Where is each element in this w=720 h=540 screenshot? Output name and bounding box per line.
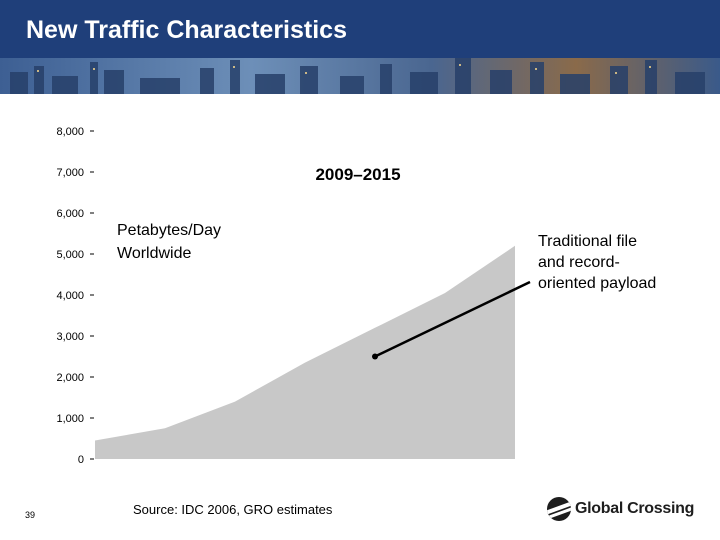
y-tick-label: 7,000 xyxy=(56,167,84,179)
city-skyline-image xyxy=(0,58,720,94)
y-axis-label-line-1: Petabytes/Day xyxy=(117,222,221,239)
y-tick-label: 1,000 xyxy=(56,413,84,425)
slide-number: 39 xyxy=(25,510,36,520)
source-note: Source: IDC 2006, GRO estimates xyxy=(133,502,333,517)
y-axis-label-line-2: Worldwide xyxy=(117,245,192,262)
y-tick-label: 5,000 xyxy=(56,249,84,261)
y-tick-label: 3,000 xyxy=(56,331,84,343)
annotation-line-2: and record- xyxy=(538,254,620,271)
annotation-arrow-head xyxy=(372,353,378,360)
logo-text: Global Crossing xyxy=(575,500,695,517)
y-tick-label: 2,000 xyxy=(56,372,84,384)
globe-icon xyxy=(547,497,571,521)
chart-title: 2009–2015 xyxy=(315,165,400,184)
annotation-line-3: oriented payload xyxy=(538,275,656,292)
y-tick-label: 6,000 xyxy=(56,208,84,220)
annotation-line-1: Traditional file xyxy=(538,233,637,250)
y-tick-label: 0 xyxy=(78,454,84,466)
global-crossing-logo: Global Crossing xyxy=(547,496,697,524)
traffic-chart: 0 1,000 2,000 3,000 4,000 5,000 6,000 7,000 8,00… xyxy=(56,126,656,466)
y-tick-label: 8,000 xyxy=(56,126,84,138)
annotation-arrow xyxy=(374,280,531,358)
y-axis: 0 1,000 2,000 3,000 4,000 5,000 6,000 7,000 8,00… xyxy=(56,126,94,466)
y-tick-label: 4,000 xyxy=(56,290,84,302)
header-banner: New Traffic Characteristics xyxy=(0,0,720,94)
page-title: New Traffic Characteristics xyxy=(26,16,347,44)
area-series-traditional-payload xyxy=(95,245,515,459)
